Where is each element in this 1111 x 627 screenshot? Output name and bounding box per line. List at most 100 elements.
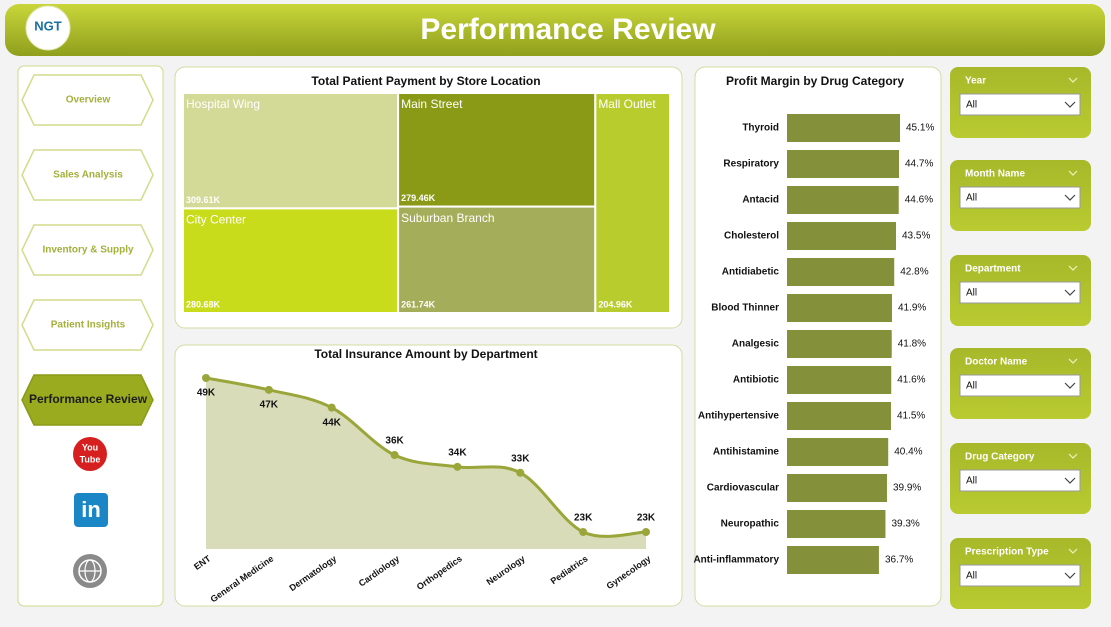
- filter-label: Prescription Type: [965, 547, 1049, 558]
- linkedin-icon[interactable]: [74, 493, 108, 527]
- value-label: 44.7%: [905, 159, 933, 170]
- youtube-icon[interactable]: [73, 437, 107, 471]
- nav-label: Sales Analysis: [53, 170, 123, 181]
- point: [327, 403, 336, 412]
- chart-title: Total Patient Payment by Store Location: [311, 74, 540, 88]
- filter-chevron: [1068, 77, 1078, 83]
- filter-chevron: [1068, 265, 1078, 271]
- value-label: 23K: [574, 513, 593, 524]
- dropdown-chevron: [1064, 194, 1076, 201]
- page-title: Performance Review: [420, 13, 716, 46]
- nav-button[interactable]: [21, 224, 154, 276]
- linkedin-text: in: [81, 497, 101, 522]
- bar: [787, 294, 892, 322]
- value-label: 34K: [448, 447, 467, 458]
- value-label: 280.68K: [186, 299, 221, 309]
- bar: [787, 150, 899, 178]
- logo: [25, 5, 71, 51]
- dropdown[interactable]: [959, 564, 1081, 587]
- point: [202, 374, 210, 382]
- value-label: 44.6%: [905, 195, 933, 206]
- value-label: 41.9%: [898, 303, 926, 314]
- bar: [787, 330, 892, 358]
- dropdown-value: All: [966, 476, 977, 487]
- nav-button[interactable]: [21, 74, 154, 126]
- dropdown[interactable]: [959, 281, 1081, 304]
- bar: [787, 114, 900, 142]
- cell-label: Mall Outlet: [598, 97, 656, 111]
- value-label: 33K: [511, 453, 530, 464]
- y-tick-label: Antacid: [742, 195, 779, 206]
- dropdown[interactable]: [959, 469, 1081, 492]
- filter-label: Month Name: [965, 169, 1025, 180]
- y-tick-label: Analgesic: [732, 339, 780, 350]
- treemap-cell: [397, 92, 597, 208]
- web-icon[interactable]: [73, 554, 107, 588]
- bar: [787, 402, 891, 430]
- bar: [787, 258, 895, 286]
- point: [579, 528, 588, 536]
- nav-label: Patient Insights: [51, 320, 126, 331]
- y-tick-label: Blood Thinner: [711, 303, 779, 314]
- area: [206, 378, 646, 549]
- value-label: 45.1%: [906, 123, 934, 134]
- value-label: 204.96K: [598, 299, 633, 309]
- dropdown[interactable]: [959, 374, 1081, 397]
- youtube-text: You: [82, 442, 98, 452]
- bar: [787, 546, 879, 574]
- logo-text: NGT: [34, 18, 62, 33]
- y-tick-label: Antihypertensive: [698, 411, 780, 422]
- filter-label: Doctor Name: [965, 357, 1028, 368]
- nav-button[interactable]: [21, 299, 154, 351]
- value-label: 39.9%: [893, 483, 921, 494]
- treemap-cell: [594, 92, 671, 314]
- value-label: 41.6%: [897, 375, 925, 386]
- y-tick-label: Anti-inflammatory: [693, 555, 779, 566]
- value-label: 39.3%: [891, 519, 919, 530]
- nav-label: Inventory & Supply: [42, 245, 134, 256]
- header-bar: [5, 4, 1105, 56]
- nav-button[interactable]: [21, 374, 154, 426]
- y-tick-label: Antihistamine: [713, 447, 780, 458]
- bar: [787, 366, 892, 394]
- bar: [787, 474, 887, 502]
- bar: [787, 186, 899, 214]
- value-label: 49K: [197, 388, 216, 399]
- dropdown-chevron: [1064, 101, 1076, 108]
- bar: [787, 222, 896, 250]
- y-tick-label: Respiratory: [723, 159, 779, 170]
- value-label: 41.5%: [897, 411, 925, 422]
- chart-title: Total Insurance Amount by Department: [314, 347, 537, 361]
- cell-label: Main Street: [401, 97, 463, 111]
- cell-label: City Center: [186, 213, 246, 227]
- dropdown-value: All: [966, 571, 977, 582]
- value-label: 309.61K: [186, 195, 221, 205]
- value-label: 44K: [323, 417, 342, 428]
- filter-chevron: [1068, 170, 1078, 176]
- nav-button[interactable]: [21, 149, 154, 201]
- chart-title: Profit Margin by Drug Category: [726, 74, 904, 88]
- cell-label: Hospital Wing: [186, 97, 260, 111]
- dropdown-chevron: [1064, 572, 1076, 579]
- point: [264, 385, 273, 394]
- filter-label: Department: [965, 264, 1021, 275]
- filter-chevron: [1068, 358, 1078, 364]
- filter-label: Year: [965, 76, 986, 87]
- point: [642, 528, 650, 536]
- dropdown-value: All: [966, 100, 977, 111]
- nav-label: Performance Review: [29, 392, 148, 406]
- bar: [787, 438, 889, 466]
- point: [390, 451, 399, 459]
- point: [516, 468, 525, 477]
- dropdown[interactable]: [959, 93, 1081, 116]
- filter-chevron: [1068, 453, 1078, 459]
- y-tick-label: Antibiotic: [733, 375, 780, 386]
- filter-chevron: [1068, 548, 1078, 554]
- nav: Overview Sales Analysis Inventory & Supply…: [21, 74, 154, 426]
- value-label: 42.8%: [900, 267, 928, 278]
- bar: [787, 510, 886, 538]
- dropdown-value: All: [966, 288, 977, 299]
- dropdown-value: All: [966, 381, 977, 392]
- dropdown[interactable]: [959, 186, 1081, 209]
